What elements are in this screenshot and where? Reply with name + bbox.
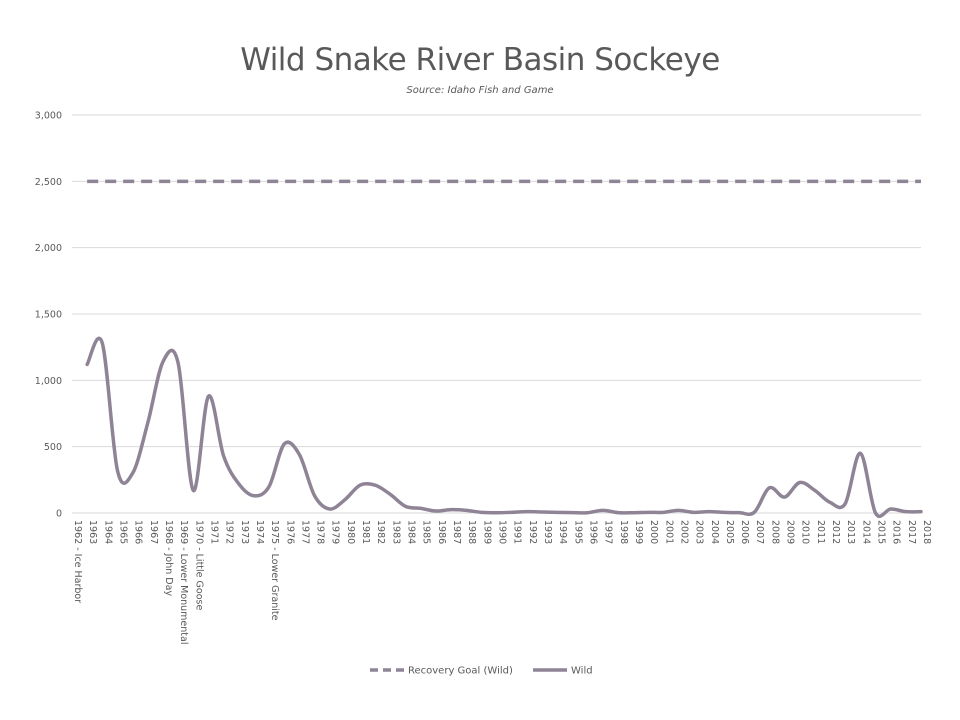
y-tick-label-2500: 2,500 — [35, 177, 62, 188]
x-tick-label: 1980 — [345, 520, 356, 544]
x-tick-label: 1996 — [587, 520, 598, 544]
x-tick-label: 1997 — [603, 520, 614, 544]
x-tick-label: 1975 - Lower Granite — [269, 520, 280, 621]
x-tick-label: 2000 — [648, 520, 659, 544]
chart-title: Wild Snake River Basin Sockeye — [240, 42, 720, 78]
x-tick-label: 1966 — [133, 520, 144, 544]
x-tick-label: 1991 — [512, 520, 523, 544]
y-tick-label-0: 0 — [56, 509, 62, 520]
x-tick-label: 2005 — [724, 520, 735, 544]
x-tick-label: 1971 — [208, 520, 219, 544]
series-line-wild — [85, 336, 923, 519]
x-tick-label: 1992 — [527, 520, 538, 544]
x-tick-label: 1983 — [390, 520, 401, 544]
x-tick-label: 1963 — [87, 520, 98, 544]
x-tick-label: 2001 — [663, 520, 674, 544]
x-tick-label: 2018 — [921, 520, 932, 544]
x-tick-label: 2016 — [891, 520, 902, 544]
x-tick-label: 1993 — [542, 520, 553, 544]
x-tick-label: 1999 — [633, 520, 644, 544]
x-tick-label: 1994 — [557, 520, 568, 544]
x-tick-label: 2007 — [754, 520, 765, 544]
x-tick-label: 2002 — [678, 520, 689, 544]
x-tick-label: 1995 — [572, 520, 583, 544]
x-tick-label: 1998 — [618, 520, 629, 544]
chart-subtitle: Source: Idaho Fish and Game — [406, 85, 554, 96]
x-tick-label: 1973 — [239, 520, 250, 544]
x-tick-label: 1972 — [224, 520, 235, 544]
x-tick-label: 1987 — [451, 520, 462, 544]
x-tick-label: 2008 — [769, 520, 780, 544]
x-tick-label: 1964 — [102, 520, 113, 544]
x-tick-label: 1976 — [284, 520, 295, 544]
x-tick-label: 2017 — [906, 520, 917, 544]
x-tick-label: 1967 — [148, 520, 159, 544]
x-tick-label: 2011 — [815, 520, 826, 544]
x-tick-label: 2013 — [845, 520, 856, 544]
x-tick-label: 2009 — [785, 520, 796, 544]
x-tick-label: 1977 — [299, 520, 310, 544]
x-tick-label: 1984 — [406, 520, 417, 544]
x-tick-label: 1988 — [466, 520, 477, 544]
y-tick-label-1500: 1,500 — [35, 310, 62, 321]
x-tick-label: 1982 — [375, 520, 386, 544]
y-tick-label-3000: 3,000 — [35, 111, 62, 122]
y-tick-label-1000: 1,000 — [35, 376, 62, 387]
x-tick-label: 2015 — [876, 520, 887, 544]
x-tick-label: 1969 - Lower Monumental — [178, 520, 189, 644]
x-tick-label: 1989 — [481, 520, 492, 544]
x-tick-label: 1962 - Ice Harbor — [72, 520, 83, 603]
x-tick-label: 1985 — [421, 520, 432, 544]
y-tick-label-2000: 2,000 — [35, 243, 62, 254]
x-tick-label: 2012 — [830, 520, 841, 544]
x-tick-label: 1965 — [117, 520, 128, 544]
x-tick-label: 2010 — [800, 520, 811, 544]
x-tick-label: 1970 - Little Goose — [193, 520, 204, 610]
x-tick-label: 1968 - John Day — [163, 520, 174, 596]
x-tick-label: 1978 — [315, 520, 326, 544]
x-tick-label: 1986 — [436, 520, 447, 544]
legend-item-recovery-goal-label: Recovery Goal (Wild) — [408, 666, 513, 677]
y-tick-label-500: 500 — [44, 442, 62, 453]
x-tick-label: 1981 — [360, 520, 371, 544]
x-tick-label: 2006 — [739, 520, 750, 544]
x-tick-label: 1974 — [254, 520, 265, 544]
x-tick-label: 1990 — [497, 520, 508, 544]
x-tick-label: 2003 — [694, 520, 705, 544]
x-tick-label: 2004 — [709, 520, 720, 544]
x-tick-label: 1979 — [330, 520, 341, 544]
legend-item-wild-label: Wild — [571, 666, 593, 677]
x-tick-label: 2014 — [860, 520, 871, 544]
